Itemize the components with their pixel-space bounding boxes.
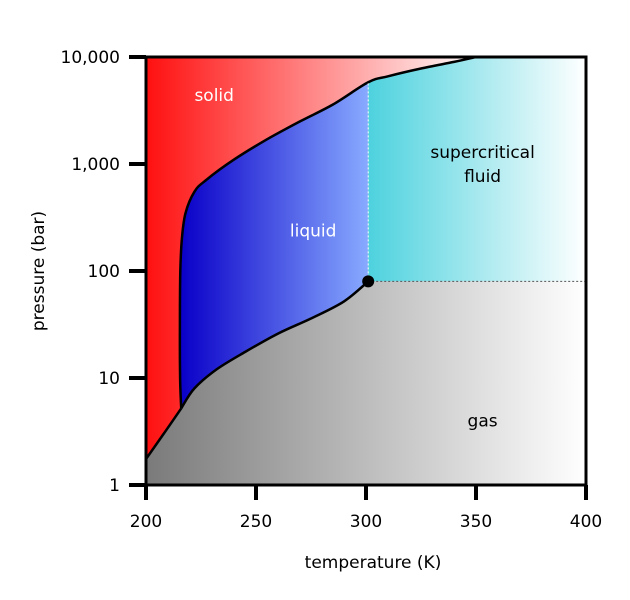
gas-region-label: gas [468, 412, 498, 432]
x-axis-ticks: 200 250 300 350 400 [130, 485, 602, 532]
phase-boundaries [144, 55, 586, 460]
liquid-region [179, 82, 369, 409]
vaporization-curve [180, 280, 370, 410]
y-tick-label: 10 [98, 369, 120, 389]
critical-point-marker [362, 275, 375, 288]
solid-region [146, 57, 476, 459]
y-axis-title: pressure (bar) [29, 211, 49, 331]
liquid-region-label: liquid [290, 221, 337, 241]
x-tick-label: 200 [130, 512, 162, 532]
x-tick-label: 250 [240, 512, 272, 532]
region-labels: solid liquid supercritical fluid gas [194, 86, 534, 431]
phase-regions [146, 57, 586, 485]
y-tick-label: 1 [109, 476, 120, 496]
solid-region-label: solid [194, 86, 234, 106]
supercritical-region [368, 57, 586, 282]
supercritical-region-label-line: supercritical [430, 143, 534, 163]
x-tick-label: 350 [460, 512, 492, 532]
y-axis-ticks: 1 10 100 1,000 10,000 [61, 48, 146, 496]
y-tick-label: 1,000 [71, 155, 120, 175]
melting-curve [178, 55, 477, 409]
x-tick-label: 400 [570, 512, 602, 532]
y-tick-label: 100 [88, 262, 120, 282]
sublimation-curve [144, 407, 183, 460]
supercritical-region-label: supercritical fluid [430, 143, 534, 187]
x-axis-title: temperature (K) [305, 553, 442, 573]
x-tick-label: 300 [350, 512, 382, 532]
supercritical-region-label-line: fluid [464, 167, 501, 187]
y-tick-label: 10,000 [61, 48, 120, 68]
gas-region [146, 281, 586, 485]
